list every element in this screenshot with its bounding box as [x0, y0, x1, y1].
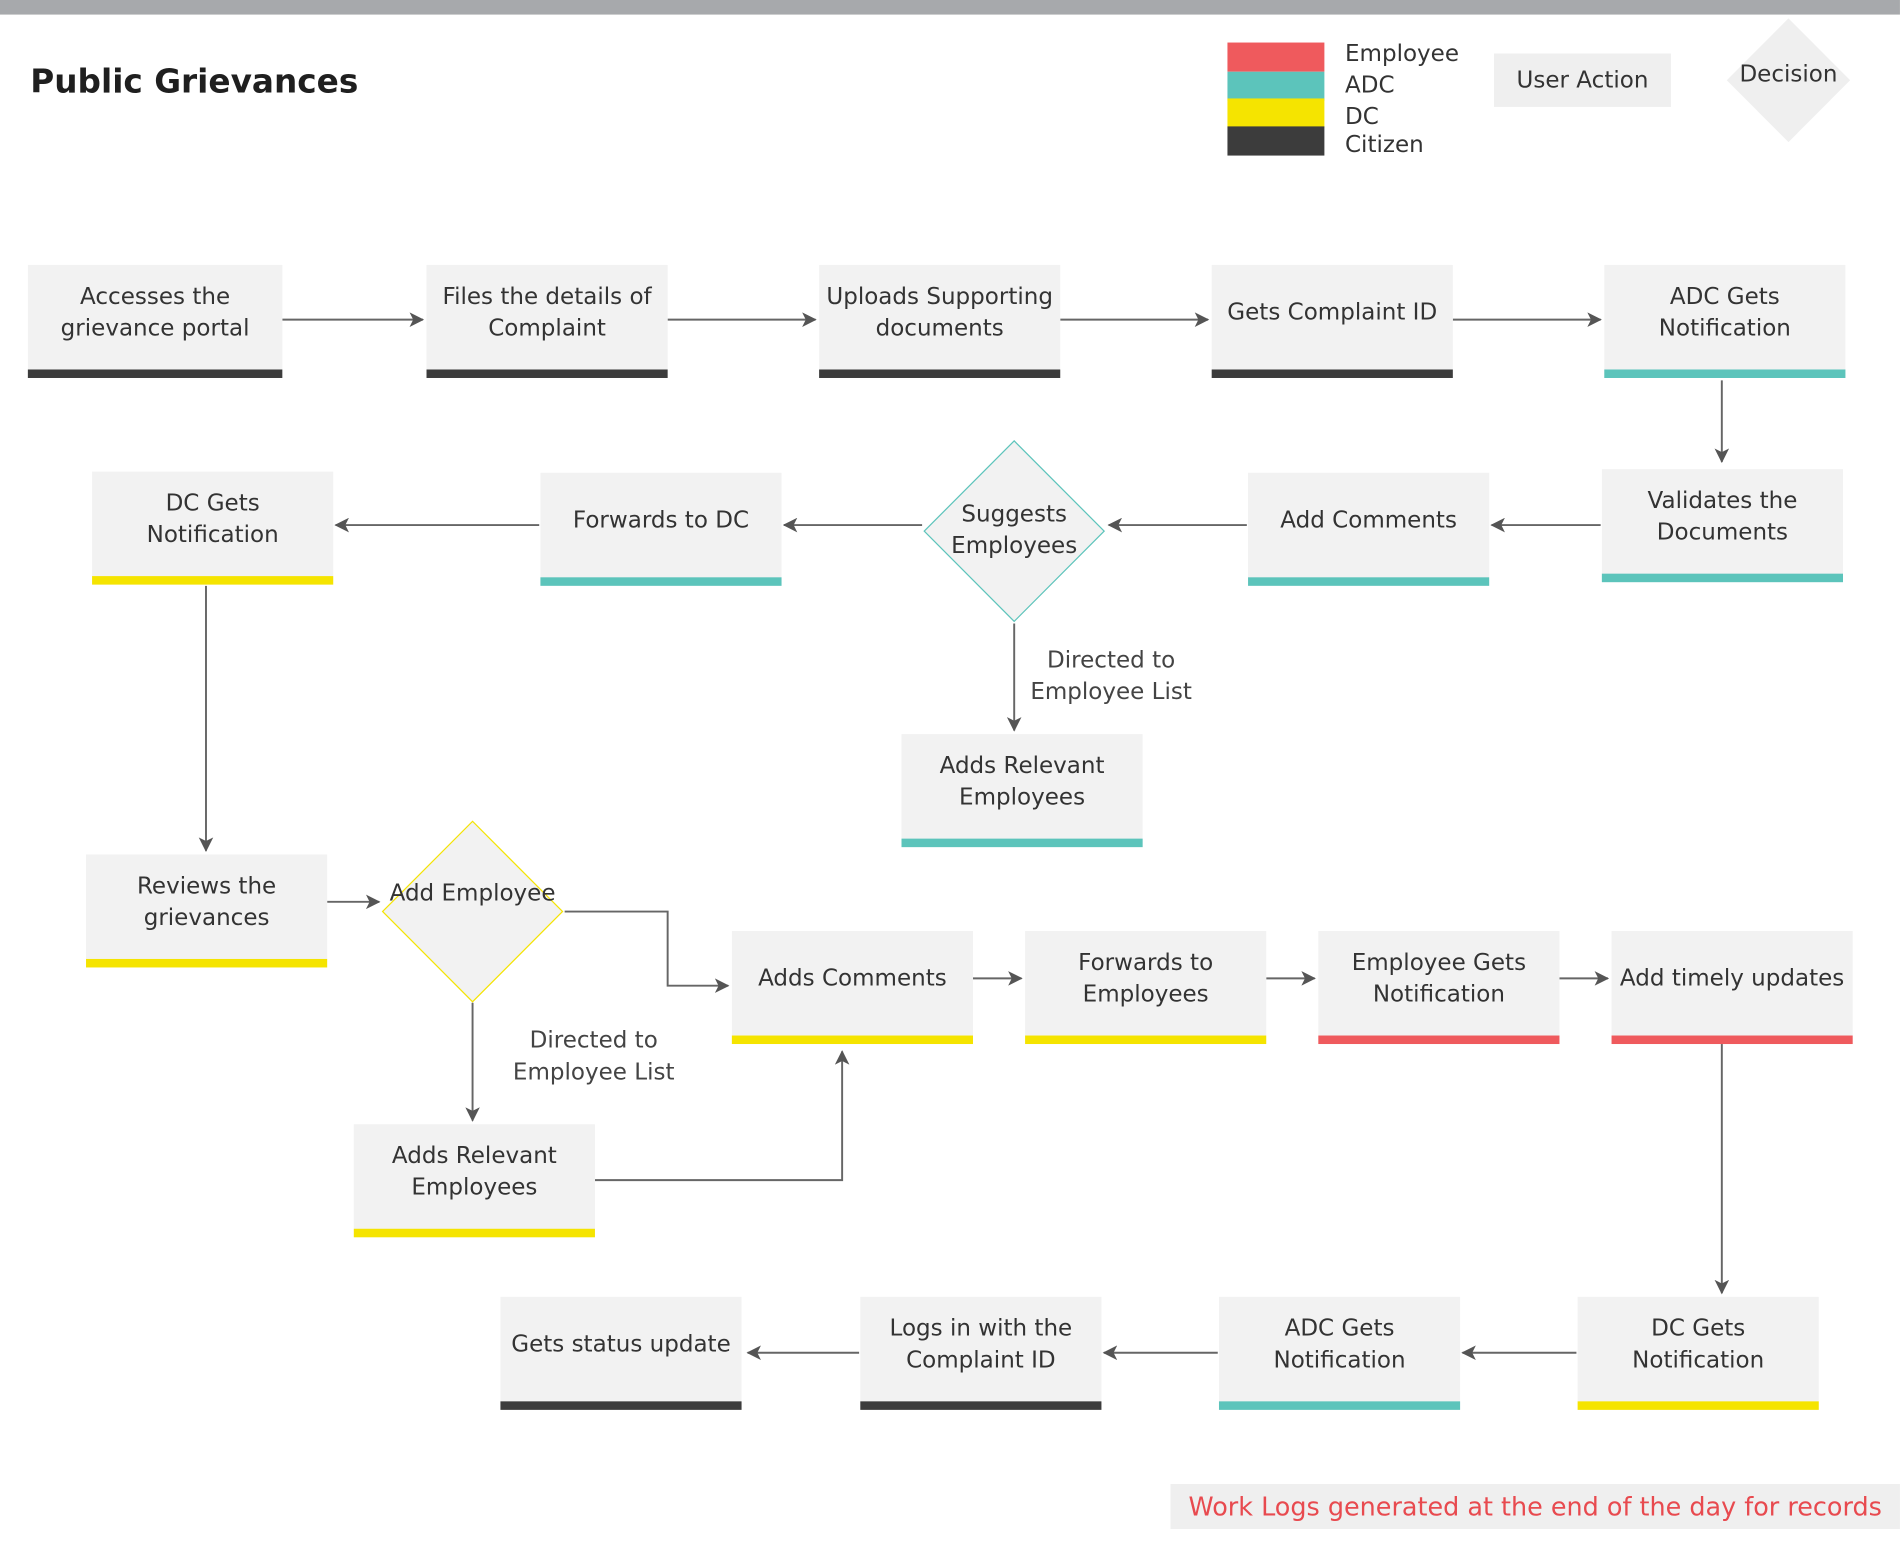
node-gets-status-update: Gets status update	[500, 1296, 742, 1410]
legend-label-employee: Employee	[1344, 40, 1460, 67]
node-dc-notification-1: DC Gets Notification	[92, 471, 334, 585]
node-reviews-grievances: Reviews the grievances	[86, 854, 328, 968]
node-files-details: Files the details of Complaint	[426, 264, 668, 378]
work-logs-note: Work Logs generated at the end of the da…	[1170, 1484, 1900, 1529]
legend-swatch-employee	[1227, 42, 1325, 72]
node-validates-documents: Validates the Documents	[1601, 469, 1843, 583]
node-dc-notification-2: DC Gets Notification	[1577, 1296, 1819, 1410]
node-adds-relevant-employees-adc: Adds Relevant Employees	[901, 734, 1143, 848]
node-logs-in: Logs in with the Complaint ID	[860, 1296, 1102, 1410]
edge-label-directed-adc: Directed to Employee List	[1030, 646, 1192, 705]
node-add-comments-adc: Add Comments	[1248, 472, 1490, 586]
legend-swatch-adc	[1227, 71, 1325, 101]
node-adds-comments-dc: Adds Comments	[731, 930, 973, 1045]
node-gets-complaint-id: Gets Complaint ID	[1211, 264, 1453, 378]
decision-add-employee-label: Add Employee	[389, 879, 556, 907]
node-add-timely-updates: Add timely updates	[1611, 930, 1853, 1045]
node-adc-notification-1: ADC Gets Notification	[1604, 264, 1846, 378]
legend-swatch-dc	[1227, 98, 1325, 128]
legend-label-adc: ADC	[1344, 71, 1395, 99]
top-bar	[0, 0, 1900, 15]
legend-user-action: User Action	[1494, 53, 1671, 107]
node-employee-notification: Employee Gets Notification	[1318, 930, 1560, 1045]
legend-swatch-citizen	[1227, 126, 1325, 156]
node-forwards-to-dc: Forwards to DC	[540, 472, 782, 586]
edge-adds-relevant-to-adds-comments	[594, 1050, 850, 1182]
legend-decision-label: Decision	[1739, 60, 1838, 88]
node-adc-notification-2: ADC Gets Notification	[1218, 1296, 1461, 1410]
edge-label-directed-dc: Directed to Employee List	[512, 1027, 675, 1086]
legend-label-dc: DC	[1344, 103, 1379, 131]
page-title: Public Grievances	[30, 63, 359, 101]
node-accesses-portal: Accesses the grievance portal	[27, 264, 283, 378]
node-uploads-documents: Uploads Supporting documents	[819, 264, 1061, 378]
node-adds-relevant-employees-dc: Adds Relevant Employees	[353, 1124, 595, 1238]
node-forwards-to-employees: Forwards to Employees	[1025, 930, 1267, 1045]
legend-label-citizen: Citizen	[1344, 131, 1424, 159]
decision-suggests-employees-label: Suggests Employees	[951, 500, 1078, 560]
edge-add-employee-to-adds-comments	[564, 910, 730, 993]
